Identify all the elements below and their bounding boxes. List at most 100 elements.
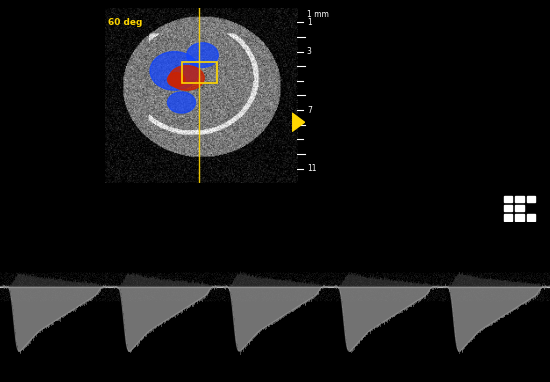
- Point: [276, 292, 284, 298]
- Point: [169, 289, 178, 295]
- Point: [316, 285, 325, 291]
- Point: [90, 296, 98, 303]
- Point: [537, 279, 546, 285]
- Point: [503, 280, 512, 286]
- Point: [153, 286, 162, 293]
- Point: [526, 293, 535, 299]
- Point: [302, 274, 311, 280]
- Point: [56, 269, 64, 275]
- Point: [384, 273, 393, 279]
- Point: [265, 272, 274, 278]
- Point: [102, 270, 111, 276]
- Point: [18, 296, 26, 303]
- Point: [397, 291, 406, 297]
- Point: [454, 292, 463, 298]
- Point: [47, 295, 56, 301]
- Point: [182, 283, 190, 289]
- Point: [183, 278, 191, 284]
- Point: [442, 293, 450, 299]
- Point: [4, 295, 13, 301]
- Point: [355, 287, 364, 293]
- Point: [206, 287, 215, 293]
- Point: [437, 277, 446, 283]
- Point: [119, 272, 128, 278]
- Point: [397, 291, 405, 297]
- Point: [34, 284, 43, 290]
- Point: [503, 290, 512, 296]
- Point: [507, 274, 516, 280]
- Point: [307, 296, 316, 302]
- Point: [301, 282, 310, 288]
- Point: [98, 284, 107, 290]
- Point: [87, 285, 96, 291]
- Point: [215, 278, 224, 285]
- Point: [222, 281, 231, 287]
- Point: [73, 286, 82, 292]
- Point: [229, 291, 238, 297]
- Point: [219, 281, 228, 287]
- Point: [147, 287, 156, 293]
- Point: [440, 294, 449, 300]
- Point: [97, 286, 106, 292]
- Point: [36, 273, 45, 279]
- Point: [356, 290, 365, 296]
- Point: [379, 277, 388, 283]
- Point: [304, 272, 313, 278]
- Point: [472, 273, 481, 279]
- Point: [532, 272, 541, 278]
- Point: [229, 288, 238, 294]
- Point: [445, 293, 454, 299]
- Point: [67, 275, 75, 281]
- Point: [95, 280, 103, 286]
- Point: [379, 272, 388, 278]
- Point: [527, 290, 536, 296]
- Point: [437, 298, 446, 304]
- Point: [366, 296, 375, 303]
- Point: [102, 280, 111, 286]
- Point: [453, 276, 462, 282]
- Point: [155, 270, 164, 276]
- Point: [69, 281, 78, 287]
- Point: [16, 295, 25, 301]
- Point: [39, 290, 48, 296]
- Point: [153, 278, 162, 284]
- Point: [283, 295, 292, 301]
- Point: [422, 286, 431, 292]
- Point: [334, 291, 343, 297]
- Point: [84, 274, 93, 280]
- Point: [167, 278, 176, 285]
- Point: [326, 295, 335, 301]
- Point: [432, 282, 441, 288]
- Point: [126, 285, 135, 291]
- Point: [65, 279, 74, 285]
- Point: [311, 278, 320, 284]
- Point: [336, 297, 344, 303]
- Point: [373, 291, 382, 298]
- Point: [378, 289, 387, 295]
- Point: [412, 290, 421, 296]
- Point: [427, 295, 436, 301]
- Point: [329, 273, 338, 279]
- Point: [214, 269, 223, 275]
- Point: [434, 287, 443, 293]
- Point: [465, 273, 474, 279]
- Point: [486, 285, 494, 291]
- Point: [254, 279, 263, 285]
- Point: [381, 297, 389, 303]
- Point: [363, 283, 372, 290]
- Point: [166, 289, 175, 295]
- Point: [532, 288, 541, 294]
- Point: [120, 272, 129, 278]
- Point: [21, 274, 30, 280]
- Point: [130, 275, 139, 281]
- Point: [294, 286, 302, 293]
- Point: [75, 284, 84, 290]
- Point: [30, 274, 39, 280]
- Point: [104, 282, 113, 288]
- Point: [232, 272, 240, 278]
- Point: [147, 272, 156, 278]
- Point: [135, 271, 144, 277]
- Point: [487, 280, 496, 286]
- Point: [395, 269, 404, 275]
- Point: [336, 282, 344, 288]
